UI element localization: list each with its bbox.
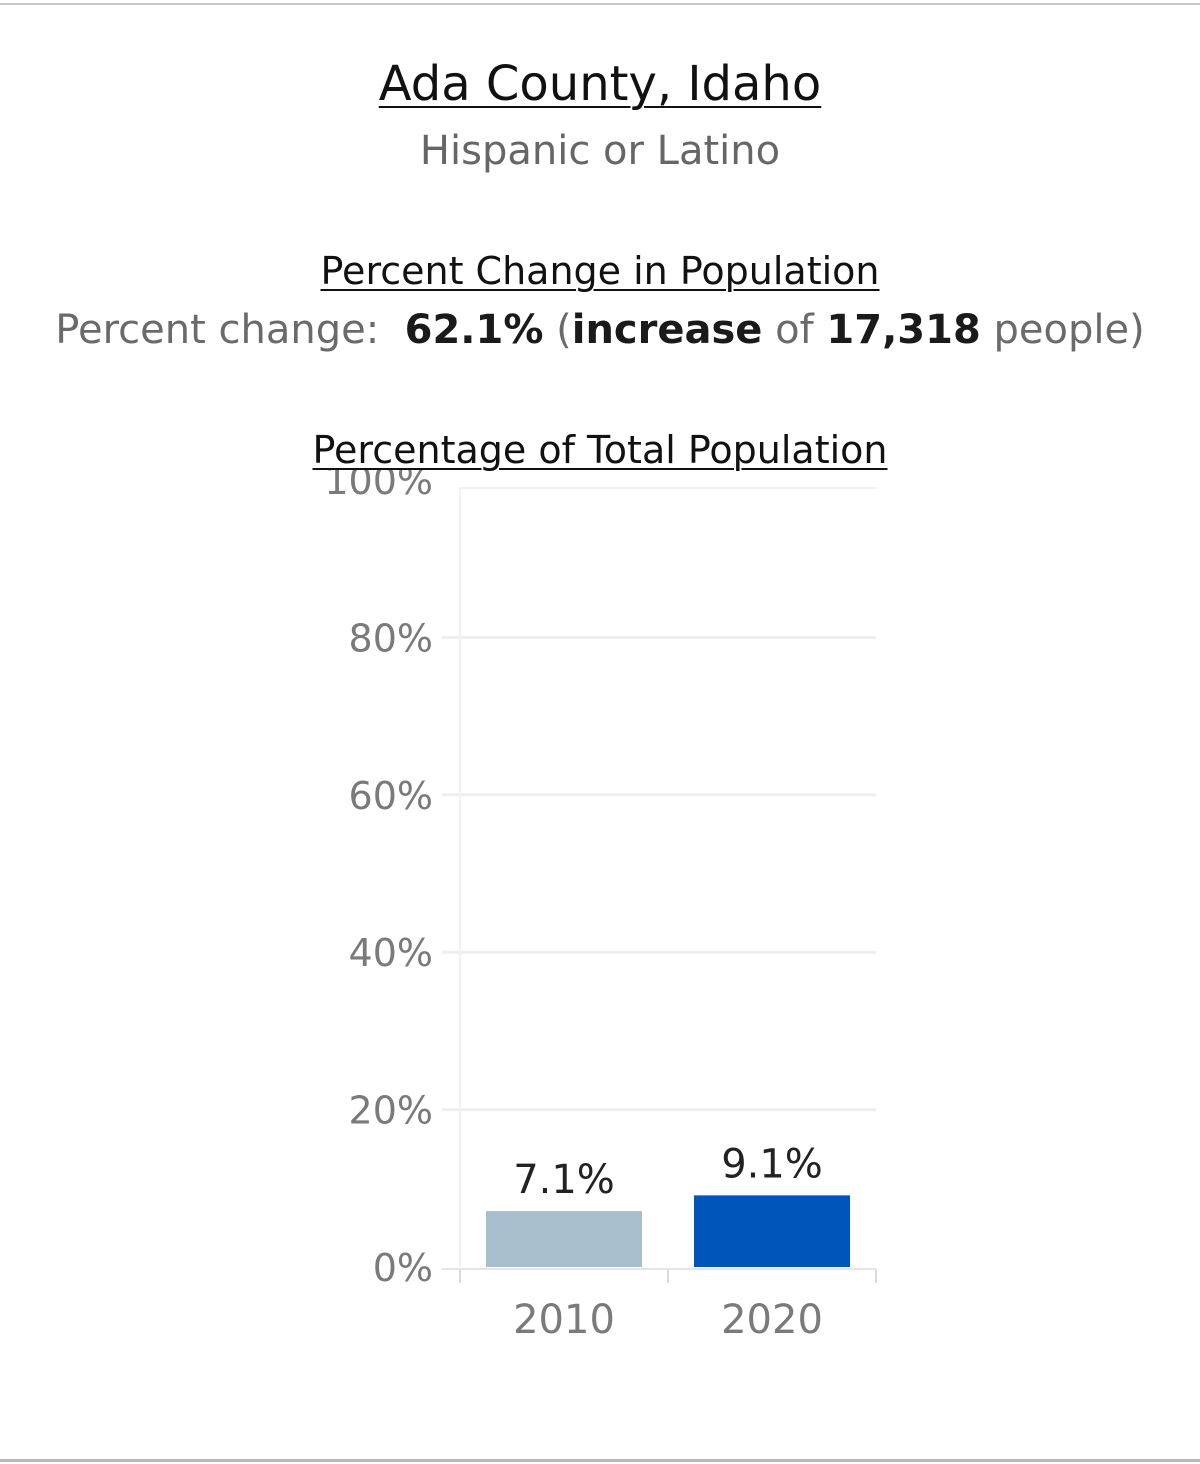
y-tick-label: 80% [349,616,433,660]
y-tick-label: 20% [349,1089,433,1133]
percent-change-value: 62.1% [404,307,544,353]
percent-change-line: Percent change: 62.1% (increase of 17,31… [0,307,1200,353]
bar-value-label: 7.1% [513,1157,615,1203]
bar-2020 [694,1195,850,1267]
x-tick-label: 2020 [721,1297,823,1343]
open-paren: ( [556,307,572,353]
y-tick-label: 0% [373,1246,433,1290]
y-tick-label: 100% [324,470,433,503]
change-direction: increase [571,307,763,353]
percent-change-heading: Percent Change in Population [320,249,880,293]
x-tick-label: 2010 [513,1297,615,1343]
people-word: people) [993,307,1145,353]
top-divider [0,3,1200,5]
group-subtitle: Hispanic or Latino [419,128,781,174]
chart-heading: Percentage of Total Population [312,428,888,472]
y-tick-label: 60% [349,774,433,818]
of-word: of [775,307,814,353]
people-count: 17,318 [826,307,981,353]
bar-chart: 0% 20% 40% 60% 80% 100% 7.1% 2010 9.1% 2020 [324,470,877,1343]
y-tick-label: 40% [349,931,433,975]
bar-value-label: 9.1% [721,1141,823,1187]
bar-2010 [486,1211,642,1267]
percent-change-label: Percent change: [55,307,380,353]
bottom-divider [0,1459,1200,1462]
county-title: Ada County, Idaho [378,56,822,112]
